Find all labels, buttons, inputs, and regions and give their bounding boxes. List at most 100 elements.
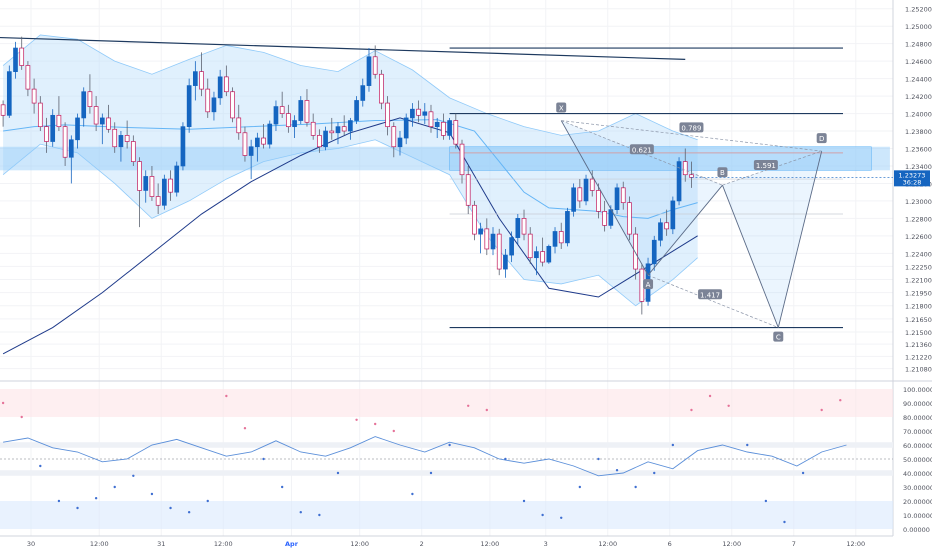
candle-body[interactable] <box>279 106 285 114</box>
candle-body[interactable] <box>422 111 428 116</box>
candle-body[interactable] <box>50 114 56 142</box>
candle-body[interactable] <box>31 88 37 104</box>
candle-body[interactable] <box>527 233 533 259</box>
candle-body[interactable] <box>329 130 335 134</box>
candle-body[interactable] <box>341 126 347 132</box>
candle-body[interactable] <box>317 135 322 148</box>
candle-body[interactable] <box>503 254 508 270</box>
candle-body[interactable] <box>261 137 266 145</box>
candle-body[interactable] <box>75 117 80 141</box>
candle-body[interactable] <box>577 187 583 202</box>
candle-body[interactable] <box>93 106 99 125</box>
candle-body[interactable] <box>25 65 31 90</box>
candle-body[interactable] <box>149 176 155 197</box>
candle-body[interactable] <box>515 218 521 238</box>
candle-body[interactable] <box>354 100 359 121</box>
candle-body[interactable] <box>484 228 490 250</box>
candle-body[interactable] <box>217 76 223 99</box>
candle-body[interactable] <box>385 102 390 128</box>
candle-body[interactable] <box>286 113 291 128</box>
candle-body[interactable] <box>118 135 124 148</box>
candle-body[interactable] <box>298 100 304 121</box>
candle-body[interactable] <box>552 231 558 247</box>
candle-body[interactable] <box>124 135 130 142</box>
candle-body[interactable] <box>112 128 118 148</box>
candle-body[interactable] <box>676 161 682 202</box>
candle-body[interactable] <box>99 117 105 125</box>
candle-body[interactable] <box>459 143 465 176</box>
candle-body[interactable] <box>465 174 471 206</box>
candle-body[interactable] <box>168 178 173 193</box>
candle-body[interactable] <box>366 56 372 86</box>
candle-body[interactable] <box>627 202 632 235</box>
candle-body[interactable] <box>521 218 527 235</box>
candle-body[interactable] <box>670 200 676 230</box>
candle-body[interactable] <box>403 117 409 139</box>
candle-body[interactable] <box>602 211 607 226</box>
candle-body[interactable] <box>13 47 18 72</box>
candle-body[interactable] <box>434 121 440 128</box>
candle-body[interactable] <box>19 47 25 66</box>
candle-body[interactable] <box>589 178 595 191</box>
candle-body[interactable] <box>397 137 403 148</box>
candle-body[interactable] <box>372 56 378 75</box>
candle-body[interactable] <box>87 91 93 107</box>
candle-body[interactable] <box>391 126 397 148</box>
candle-body[interactable] <box>453 120 459 145</box>
candle-body[interactable] <box>664 222 669 230</box>
candle-body[interactable] <box>304 100 310 123</box>
candle-body[interactable] <box>379 73 384 104</box>
candle-body[interactable] <box>348 120 353 132</box>
candle-body[interactable] <box>490 233 496 250</box>
candle-body[interactable] <box>205 88 211 113</box>
candle-body[interactable] <box>56 114 62 128</box>
candle-body[interactable] <box>571 187 576 212</box>
candle-body[interactable] <box>546 245 552 263</box>
candle-body[interactable] <box>37 102 43 128</box>
candle-body[interactable] <box>0 104 6 116</box>
candle-body[interactable] <box>242 132 248 156</box>
candle-body[interactable] <box>248 146 254 156</box>
candle-body[interactable] <box>565 211 570 244</box>
candle-body[interactable] <box>478 228 483 235</box>
candle-body[interactable] <box>292 120 297 128</box>
candle-body[interactable] <box>155 196 161 206</box>
oscillator-pane[interactable] <box>0 389 893 529</box>
candle-body[interactable] <box>540 251 545 263</box>
candle-body[interactable] <box>651 239 657 265</box>
candle-body[interactable] <box>193 71 198 86</box>
candle-body[interactable] <box>335 126 341 134</box>
candle-body[interactable] <box>6 71 12 116</box>
candle-body[interactable] <box>162 178 167 206</box>
candle-body[interactable] <box>689 174 694 178</box>
trend-line[interactable] <box>0 36 686 61</box>
candle-body[interactable] <box>130 141 136 162</box>
candle-body[interactable] <box>558 231 564 244</box>
candle-body[interactable] <box>174 165 180 193</box>
candle-body[interactable] <box>496 233 502 270</box>
candle-body[interactable] <box>428 111 434 128</box>
candle-body[interactable] <box>62 126 68 158</box>
candle-body[interactable] <box>137 161 142 191</box>
candle-body[interactable] <box>143 176 149 191</box>
candle-body[interactable] <box>211 97 217 113</box>
candle-body[interactable] <box>360 85 366 101</box>
candle-body[interactable] <box>186 85 192 128</box>
candle-body[interactable] <box>44 126 49 142</box>
candle-body[interactable] <box>583 178 589 202</box>
candle-body[interactable] <box>410 108 415 119</box>
candle-body[interactable] <box>310 121 316 136</box>
candle-body[interactable] <box>199 71 204 90</box>
candle-body[interactable] <box>658 222 663 241</box>
candle-body[interactable] <box>447 120 452 136</box>
candle-body[interactable] <box>620 187 626 204</box>
candle-body[interactable] <box>534 251 539 259</box>
candle-body[interactable] <box>633 233 638 270</box>
candle-body[interactable] <box>416 108 421 116</box>
candle-body[interactable] <box>267 123 273 145</box>
candle-body[interactable] <box>106 117 111 130</box>
candle-body[interactable] <box>180 126 186 167</box>
candle-body[interactable] <box>323 130 328 148</box>
candle-body[interactable] <box>68 139 74 158</box>
